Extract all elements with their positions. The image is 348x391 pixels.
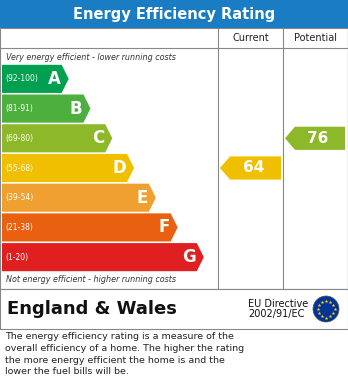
Text: EU Directive: EU Directive [248,299,308,309]
Polygon shape [2,243,204,271]
Text: Not energy efficient - higher running costs: Not energy efficient - higher running co… [6,274,176,283]
Circle shape [313,296,339,322]
Text: Energy Efficiency Rating: Energy Efficiency Rating [73,7,275,22]
Text: E: E [136,189,148,207]
Polygon shape [2,154,134,182]
Polygon shape [220,156,281,179]
Text: D: D [112,159,126,177]
Text: (21-38): (21-38) [5,223,33,232]
Text: C: C [92,129,104,147]
Text: B: B [70,100,82,118]
Text: (92-100): (92-100) [5,74,38,83]
Polygon shape [2,95,90,123]
Text: 64: 64 [243,160,264,176]
Polygon shape [2,124,112,152]
Text: (81-91): (81-91) [5,104,33,113]
Text: The energy efficiency rating is a measure of the
overall efficiency of a home. T: The energy efficiency rating is a measur… [5,332,244,377]
Text: England & Wales: England & Wales [7,300,177,318]
Text: F: F [158,219,170,237]
Polygon shape [2,213,178,242]
Text: 2002/91/EC: 2002/91/EC [248,309,304,319]
Text: (69-80): (69-80) [5,134,33,143]
Bar [0,28,348,289]
Polygon shape [2,65,69,93]
Text: (1-20): (1-20) [5,253,28,262]
Text: A: A [48,70,61,88]
Bar [0,0,348,28]
Polygon shape [285,127,345,150]
Text: (55-68): (55-68) [5,163,33,172]
Text: (39-54): (39-54) [5,193,33,202]
Text: Potential: Potential [294,33,337,43]
Text: 76: 76 [307,131,329,146]
Polygon shape [2,184,156,212]
Text: G: G [182,248,196,266]
Bar [0,289,348,329]
Text: Very energy efficient - lower running costs: Very energy efficient - lower running co… [6,54,176,63]
Text: Current: Current [232,33,269,43]
